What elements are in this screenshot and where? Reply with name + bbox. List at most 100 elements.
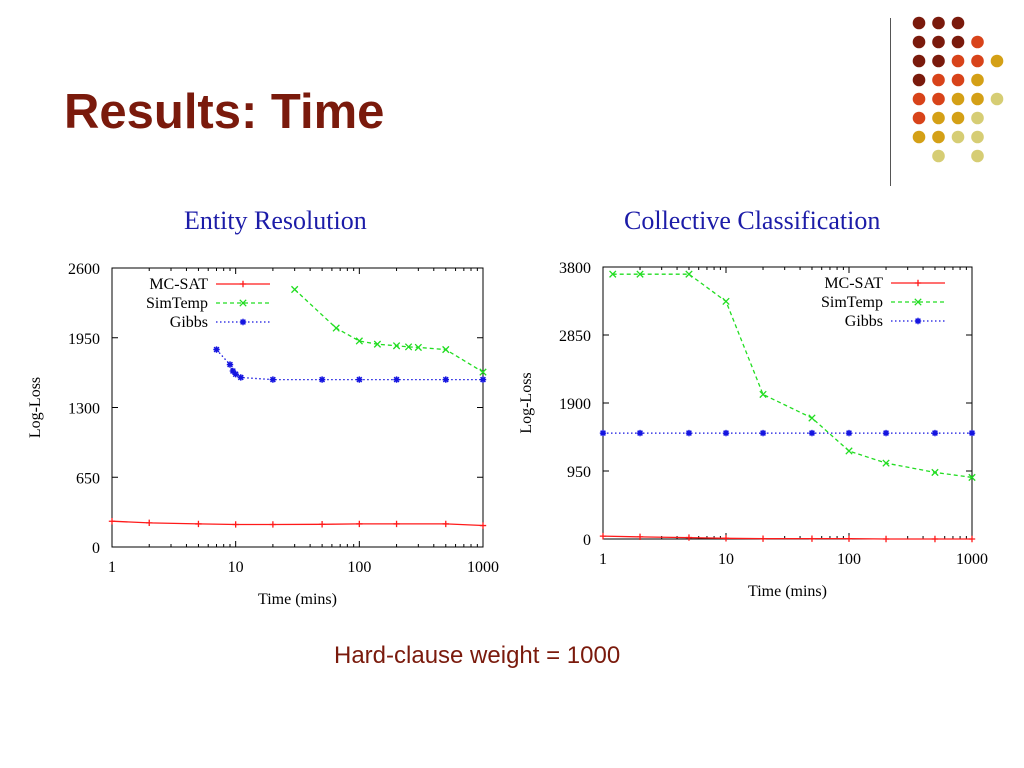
decorative-dot: [951, 54, 965, 68]
series-simtemp: [291, 285, 487, 376]
x-tick-label: 100: [347, 559, 371, 576]
data-point: [404, 343, 413, 351]
data-point: [914, 279, 922, 287]
data-point: [213, 346, 220, 353]
x-tick-label: 1: [599, 551, 607, 568]
data-point: [318, 521, 326, 528]
y-tick-label: 1900: [559, 396, 591, 413]
decorative-dot: [951, 111, 965, 125]
data-point: [599, 429, 607, 437]
y-tick-label: 0: [583, 532, 591, 549]
legend-label: SimTemp: [146, 295, 208, 312]
y-tick-label: 1300: [68, 401, 100, 418]
y-tick-label: 2600: [68, 261, 100, 278]
decorative-dot: [971, 54, 984, 68]
divider-line: [890, 18, 891, 186]
data-point: [968, 473, 976, 482]
decorative-dot: [990, 92, 1004, 106]
x-tick-label: 1: [108, 559, 116, 576]
data-point: [479, 376, 487, 383]
x-tick-label: 10: [718, 551, 734, 568]
data-point: [685, 429, 693, 437]
data-point: [269, 521, 277, 528]
data-point: [722, 297, 730, 306]
chart-title-entity-resolution: Entity Resolution: [184, 206, 367, 235]
y-tick-label: 1950: [68, 331, 100, 348]
x-tick-label: 10: [228, 559, 244, 576]
legend-label: MC-SAT: [824, 275, 883, 292]
y-tick-label: 2850: [559, 328, 591, 345]
data-point: [914, 298, 922, 306]
legend-label: Gibbs: [170, 314, 208, 331]
data-point: [291, 285, 299, 294]
data-point: [599, 532, 607, 540]
data-point: [808, 414, 816, 422]
data-point: [845, 447, 853, 455]
decorative-dot: [990, 54, 1004, 68]
series-gibbs: [599, 429, 976, 437]
decorative-dot: [912, 73, 926, 87]
series-mc-sat: [108, 518, 487, 529]
data-point: [931, 468, 939, 477]
y-tick-label: 950: [567, 464, 591, 481]
series-gibbs: [213, 346, 487, 383]
data-point: [442, 345, 450, 354]
legend-label: SimTemp: [821, 294, 883, 311]
decorative-dot: [912, 16, 926, 30]
data-point: [722, 535, 730, 542]
decorative-dot: [971, 149, 984, 163]
data-point: [393, 376, 400, 383]
data-point: [356, 520, 363, 528]
data-point: [392, 342, 401, 350]
data-point: [355, 337, 363, 345]
data-point: [931, 429, 939, 437]
data-point: [226, 361, 234, 368]
data-point: [239, 299, 247, 307]
data-point: [636, 533, 644, 541]
decorative-dot: [912, 130, 926, 144]
data-point: [146, 519, 153, 527]
slide-caption: Hard-clause weight = 1000: [334, 642, 621, 669]
legend-label: Gibbs: [845, 313, 883, 330]
y-axis-label: Log-Loss: [27, 377, 44, 438]
decorative-dot: [912, 35, 926, 49]
decorative-dot: [971, 35, 984, 49]
data-point: [442, 376, 449, 383]
y-axis-label: Log-Loss: [518, 372, 535, 433]
decorative-dot: [971, 111, 984, 125]
data-point: [882, 535, 890, 543]
x-tick-label: 1000: [467, 559, 499, 576]
x-tick-label: 1000: [956, 551, 988, 568]
series-mc-sat: [599, 532, 976, 543]
y-tick-label: 650: [76, 470, 100, 487]
data-point: [332, 324, 340, 332]
decorative-dot: [971, 92, 984, 106]
data-point: [685, 534, 693, 541]
data-point: [373, 340, 382, 348]
chart-title-collective-classification: Collective Classification: [624, 206, 881, 235]
data-point: [882, 429, 890, 437]
data-point: [636, 429, 644, 437]
decorative-dot: [932, 149, 945, 163]
data-point: [479, 522, 487, 529]
decorative-dot: [932, 92, 945, 106]
data-point: [318, 376, 326, 383]
data-point: [882, 459, 890, 467]
decorative-dot: [932, 16, 945, 30]
series-line: [612, 273, 973, 479]
plot-frame: [602, 266, 973, 540]
data-point: [759, 390, 767, 399]
decorative-dot: [932, 111, 945, 125]
data-point: [414, 343, 422, 352]
slide-title: Results: Time: [64, 85, 385, 139]
x-axis-label: Time (mins): [258, 591, 337, 608]
series-line: [216, 349, 483, 381]
data-point: [229, 367, 237, 375]
data-point: [968, 535, 976, 543]
decorative-dot: [912, 111, 926, 125]
decorative-dot: [951, 16, 965, 30]
decorative-dot: [932, 35, 945, 49]
data-point: [269, 376, 277, 383]
